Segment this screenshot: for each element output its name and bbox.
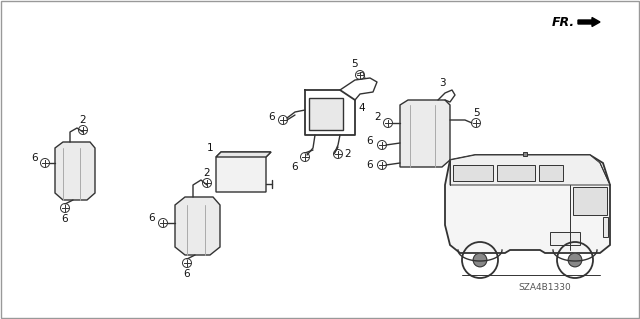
Text: 2: 2 xyxy=(80,115,86,125)
Circle shape xyxy=(473,253,487,267)
Polygon shape xyxy=(603,217,608,237)
Polygon shape xyxy=(539,165,563,181)
Polygon shape xyxy=(453,165,493,181)
Text: 5: 5 xyxy=(473,108,479,118)
Text: 6: 6 xyxy=(61,214,68,224)
Polygon shape xyxy=(309,98,343,130)
Text: 6: 6 xyxy=(269,112,275,122)
Text: FR.: FR. xyxy=(552,16,575,28)
FancyArrow shape xyxy=(578,18,600,26)
Text: 3: 3 xyxy=(438,78,445,88)
Text: 4: 4 xyxy=(358,103,365,113)
Text: 2: 2 xyxy=(374,112,381,122)
Text: SZA4B1330: SZA4B1330 xyxy=(518,283,572,292)
Text: 2: 2 xyxy=(345,149,351,159)
Polygon shape xyxy=(175,197,220,255)
Polygon shape xyxy=(523,152,527,156)
Polygon shape xyxy=(400,100,450,167)
Polygon shape xyxy=(550,232,580,245)
Text: 5: 5 xyxy=(352,59,358,69)
Text: 6: 6 xyxy=(32,153,38,163)
Text: 6: 6 xyxy=(367,160,373,170)
Text: 6: 6 xyxy=(184,269,190,279)
Text: 6: 6 xyxy=(292,162,298,172)
Text: 6: 6 xyxy=(148,213,156,223)
Polygon shape xyxy=(445,155,610,253)
Text: 1: 1 xyxy=(207,143,213,153)
Circle shape xyxy=(568,253,582,267)
Text: 6: 6 xyxy=(367,136,373,146)
Polygon shape xyxy=(216,152,271,157)
Polygon shape xyxy=(216,152,271,192)
Polygon shape xyxy=(450,155,610,185)
Polygon shape xyxy=(573,187,607,215)
Text: 2: 2 xyxy=(204,168,211,178)
Polygon shape xyxy=(497,165,535,181)
Polygon shape xyxy=(55,142,95,200)
